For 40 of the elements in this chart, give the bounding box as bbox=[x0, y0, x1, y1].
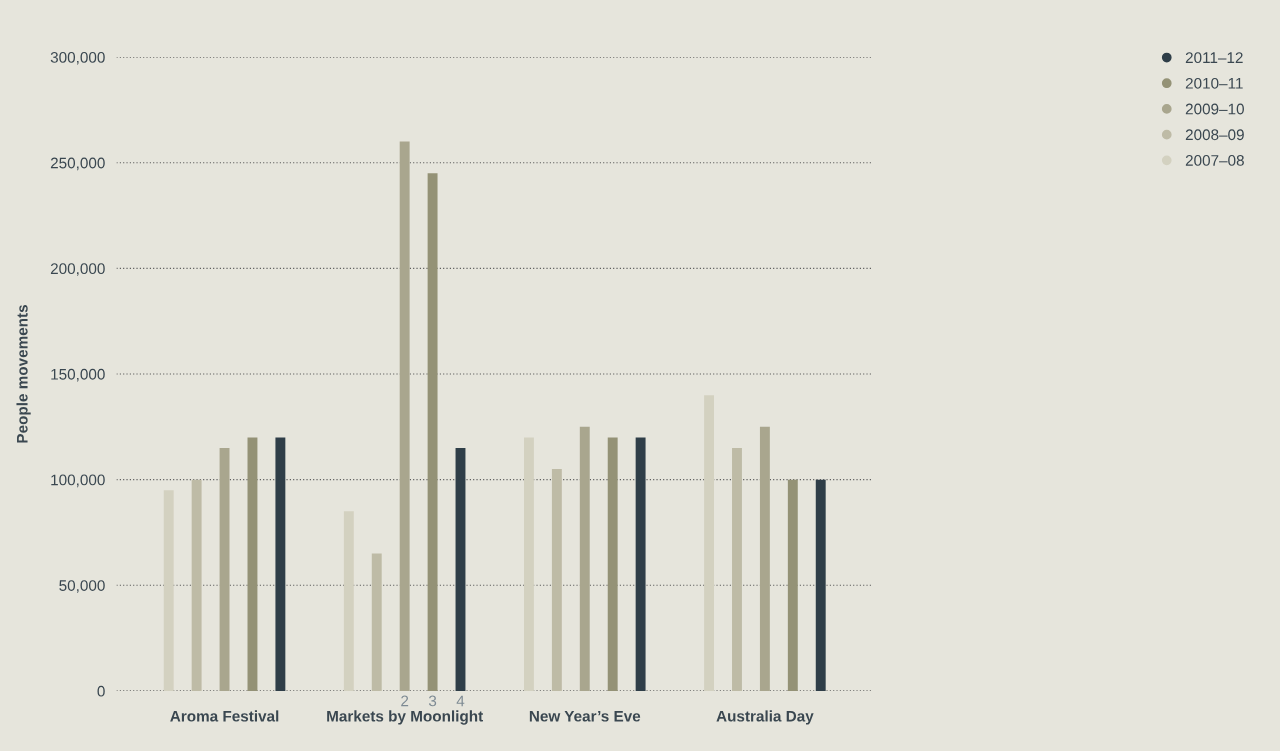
bar bbox=[815, 479, 826, 691]
bar bbox=[704, 395, 715, 691]
legend-label: 2008–09 bbox=[1185, 129, 1244, 141]
bar bbox=[371, 553, 382, 691]
bar bbox=[275, 437, 286, 691]
bar bbox=[219, 447, 230, 691]
legend-label: 2010–11 bbox=[1185, 77, 1243, 89]
x-tick-label: New Year’s Eve bbox=[529, 710, 641, 722]
legend-label: 2009–10 bbox=[1185, 103, 1244, 115]
bar bbox=[523, 437, 534, 691]
y-tick-label: 50,000 bbox=[59, 580, 105, 593]
legend-label: 2011–12 bbox=[1185, 52, 1243, 64]
y-tick-label: 300,000 bbox=[50, 51, 105, 65]
bar bbox=[427, 173, 438, 691]
y-tick-label: 250,000 bbox=[50, 157, 105, 171]
x-tick-label: Australia Day bbox=[716, 710, 814, 725]
text: 2 bbox=[401, 695, 409, 707]
bar bbox=[635, 437, 646, 691]
x-tick-label: Aroma Festival bbox=[170, 710, 279, 722]
bar bbox=[247, 437, 258, 691]
y-tick-label: 100,000 bbox=[51, 474, 105, 488]
y-tick-label: 150,000 bbox=[51, 368, 105, 382]
bar bbox=[191, 479, 202, 691]
y-axis-title: People movements bbox=[16, 305, 31, 443]
bar bbox=[343, 511, 354, 691]
text: 3 bbox=[428, 695, 437, 707]
bar bbox=[455, 447, 466, 691]
bar bbox=[759, 426, 770, 691]
bar bbox=[732, 447, 742, 691]
bar bbox=[551, 469, 562, 691]
bar bbox=[399, 141, 410, 691]
y-tick-label: 200,000 bbox=[50, 263, 105, 276]
text: 4 bbox=[456, 695, 465, 707]
bar bbox=[607, 437, 618, 691]
y-tick-label: 0 bbox=[97, 685, 105, 697]
bar bbox=[787, 479, 798, 691]
x-tick-label: Markets by Moonlight bbox=[327, 710, 483, 725]
legend-label: 2007–08 bbox=[1185, 155, 1244, 166]
bar bbox=[579, 426, 590, 691]
bar bbox=[163, 490, 174, 691]
